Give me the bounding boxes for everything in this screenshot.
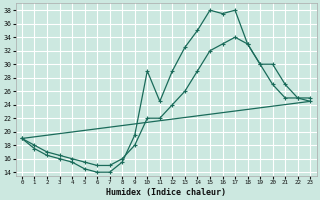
X-axis label: Humidex (Indice chaleur): Humidex (Indice chaleur) [106,188,226,197]
